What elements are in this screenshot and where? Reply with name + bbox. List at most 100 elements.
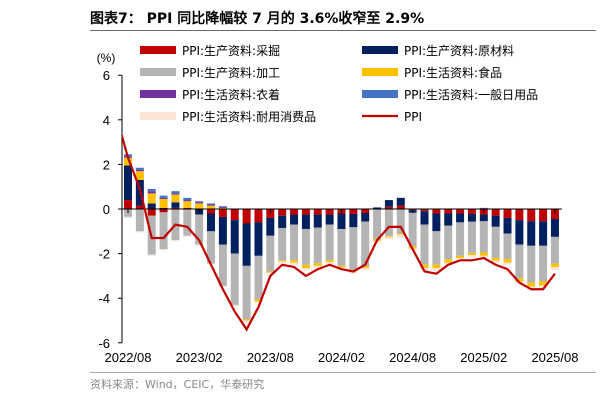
x-tick-label: 2023/08 — [247, 350, 294, 365]
bar-segment — [515, 278, 524, 282]
bar-segment — [147, 193, 156, 204]
bar-segment — [290, 260, 299, 263]
bar-segment — [183, 197, 192, 201]
bar-segment — [325, 209, 334, 215]
bar-segment — [254, 222, 263, 256]
bar-segment — [254, 255, 263, 300]
bar-segment — [550, 236, 559, 264]
bar-segment — [301, 214, 310, 230]
bar-segment — [550, 219, 559, 237]
bar-segment — [527, 245, 536, 283]
bar-segment — [550, 263, 559, 267]
bar-segment — [456, 209, 465, 214]
bar-segment — [325, 214, 334, 225]
bar-segment — [491, 260, 500, 263]
bar-segment — [124, 200, 132, 209]
bar-segment — [195, 214, 204, 245]
bar-segment — [444, 225, 453, 260]
bar-segment — [242, 320, 251, 322]
bar-segment — [479, 207, 488, 209]
bar-segment — [373, 209, 382, 240]
ppi-line — [122, 132, 556, 332]
bar-segment — [456, 258, 465, 261]
bar-segment — [313, 209, 322, 215]
y-tick-label: -4 — [98, 291, 110, 306]
bar-segment — [242, 319, 251, 321]
bar-segment — [278, 215, 287, 228]
bar-segment — [207, 213, 216, 232]
bar-segment — [159, 207, 168, 209]
bar-segment — [207, 204, 216, 206]
bar-segment — [491, 209, 500, 216]
bar-segment — [183, 201, 192, 208]
bar-segment — [432, 264, 441, 269]
bar-segment — [230, 209, 239, 221]
bar-segment — [539, 245, 548, 282]
bar-segment — [301, 209, 310, 215]
bar-segment — [444, 213, 453, 226]
bar-segment — [159, 249, 168, 251]
bar-segment — [135, 171, 144, 181]
bar-segment — [337, 213, 346, 230]
bar-segment — [444, 209, 453, 214]
bar-segment — [456, 222, 465, 256]
bar-segment — [254, 301, 263, 303]
y-axis-label: (%) — [97, 51, 116, 65]
x-tick-label: 2023/02 — [176, 350, 223, 365]
bar-segment — [432, 268, 441, 271]
bar-segment — [384, 235, 393, 237]
bar-segment — [159, 198, 168, 208]
bar-segment — [467, 209, 476, 214]
legend-label: PPI:生产资料:加工 — [182, 66, 280, 80]
bar-segment — [159, 195, 168, 198]
bar-segment — [171, 191, 180, 194]
bar-segment — [384, 200, 393, 207]
bar-segment — [467, 255, 476, 258]
bar-segment — [396, 209, 405, 234]
bar-segment — [527, 282, 536, 287]
legend-swatch — [362, 68, 398, 76]
bar-segment — [159, 209, 168, 213]
bar-segment — [503, 217, 512, 234]
bar-segment — [515, 244, 524, 279]
y-tick-label: 2 — [103, 157, 110, 172]
bar-segment — [147, 203, 156, 209]
bar-segment — [301, 264, 310, 269]
bar-segment — [171, 194, 180, 203]
bar-segment — [337, 229, 346, 266]
bar-segment — [218, 216, 227, 245]
bar-segment — [325, 262, 334, 265]
bar-segment — [218, 207, 227, 209]
chart-title: 图表7： PPI 同比降幅较 7 月的 3.6%收窄至 2.9% — [90, 11, 425, 27]
y-tick-label: 6 — [103, 68, 110, 83]
bar-segment — [147, 254, 156, 256]
bar-segment — [432, 209, 441, 214]
bar-segment — [242, 265, 251, 320]
bar-segment — [207, 203, 216, 205]
bar-segment — [218, 209, 227, 217]
bar-segment — [384, 206, 393, 209]
legend-label: PPI:生活资料:衣着 — [182, 87, 280, 102]
bar-segment — [135, 169, 144, 172]
bar-segment — [349, 209, 358, 214]
legend-label: PPI:生产资料:采掘 — [182, 43, 280, 58]
bar-segment — [408, 212, 417, 247]
bar-segment — [550, 209, 559, 220]
bar-segment — [207, 209, 216, 214]
x-tick-label: 2025/02 — [460, 350, 507, 365]
x-tick-label: 2022/08 — [105, 350, 152, 365]
y-tick-label: 4 — [103, 113, 110, 128]
bar-segment — [503, 233, 512, 260]
bar-segment — [230, 253, 239, 305]
bar-segment — [467, 213, 476, 222]
bar-segment — [266, 235, 275, 272]
bar-segment — [444, 259, 453, 263]
bar-segment — [515, 220, 524, 245]
bar-segment — [384, 236, 393, 240]
legend-swatch — [140, 90, 176, 98]
bar-segment — [550, 266, 559, 271]
title-divider — [90, 30, 596, 31]
bar-segment — [218, 285, 227, 288]
bar-segment — [361, 221, 370, 267]
